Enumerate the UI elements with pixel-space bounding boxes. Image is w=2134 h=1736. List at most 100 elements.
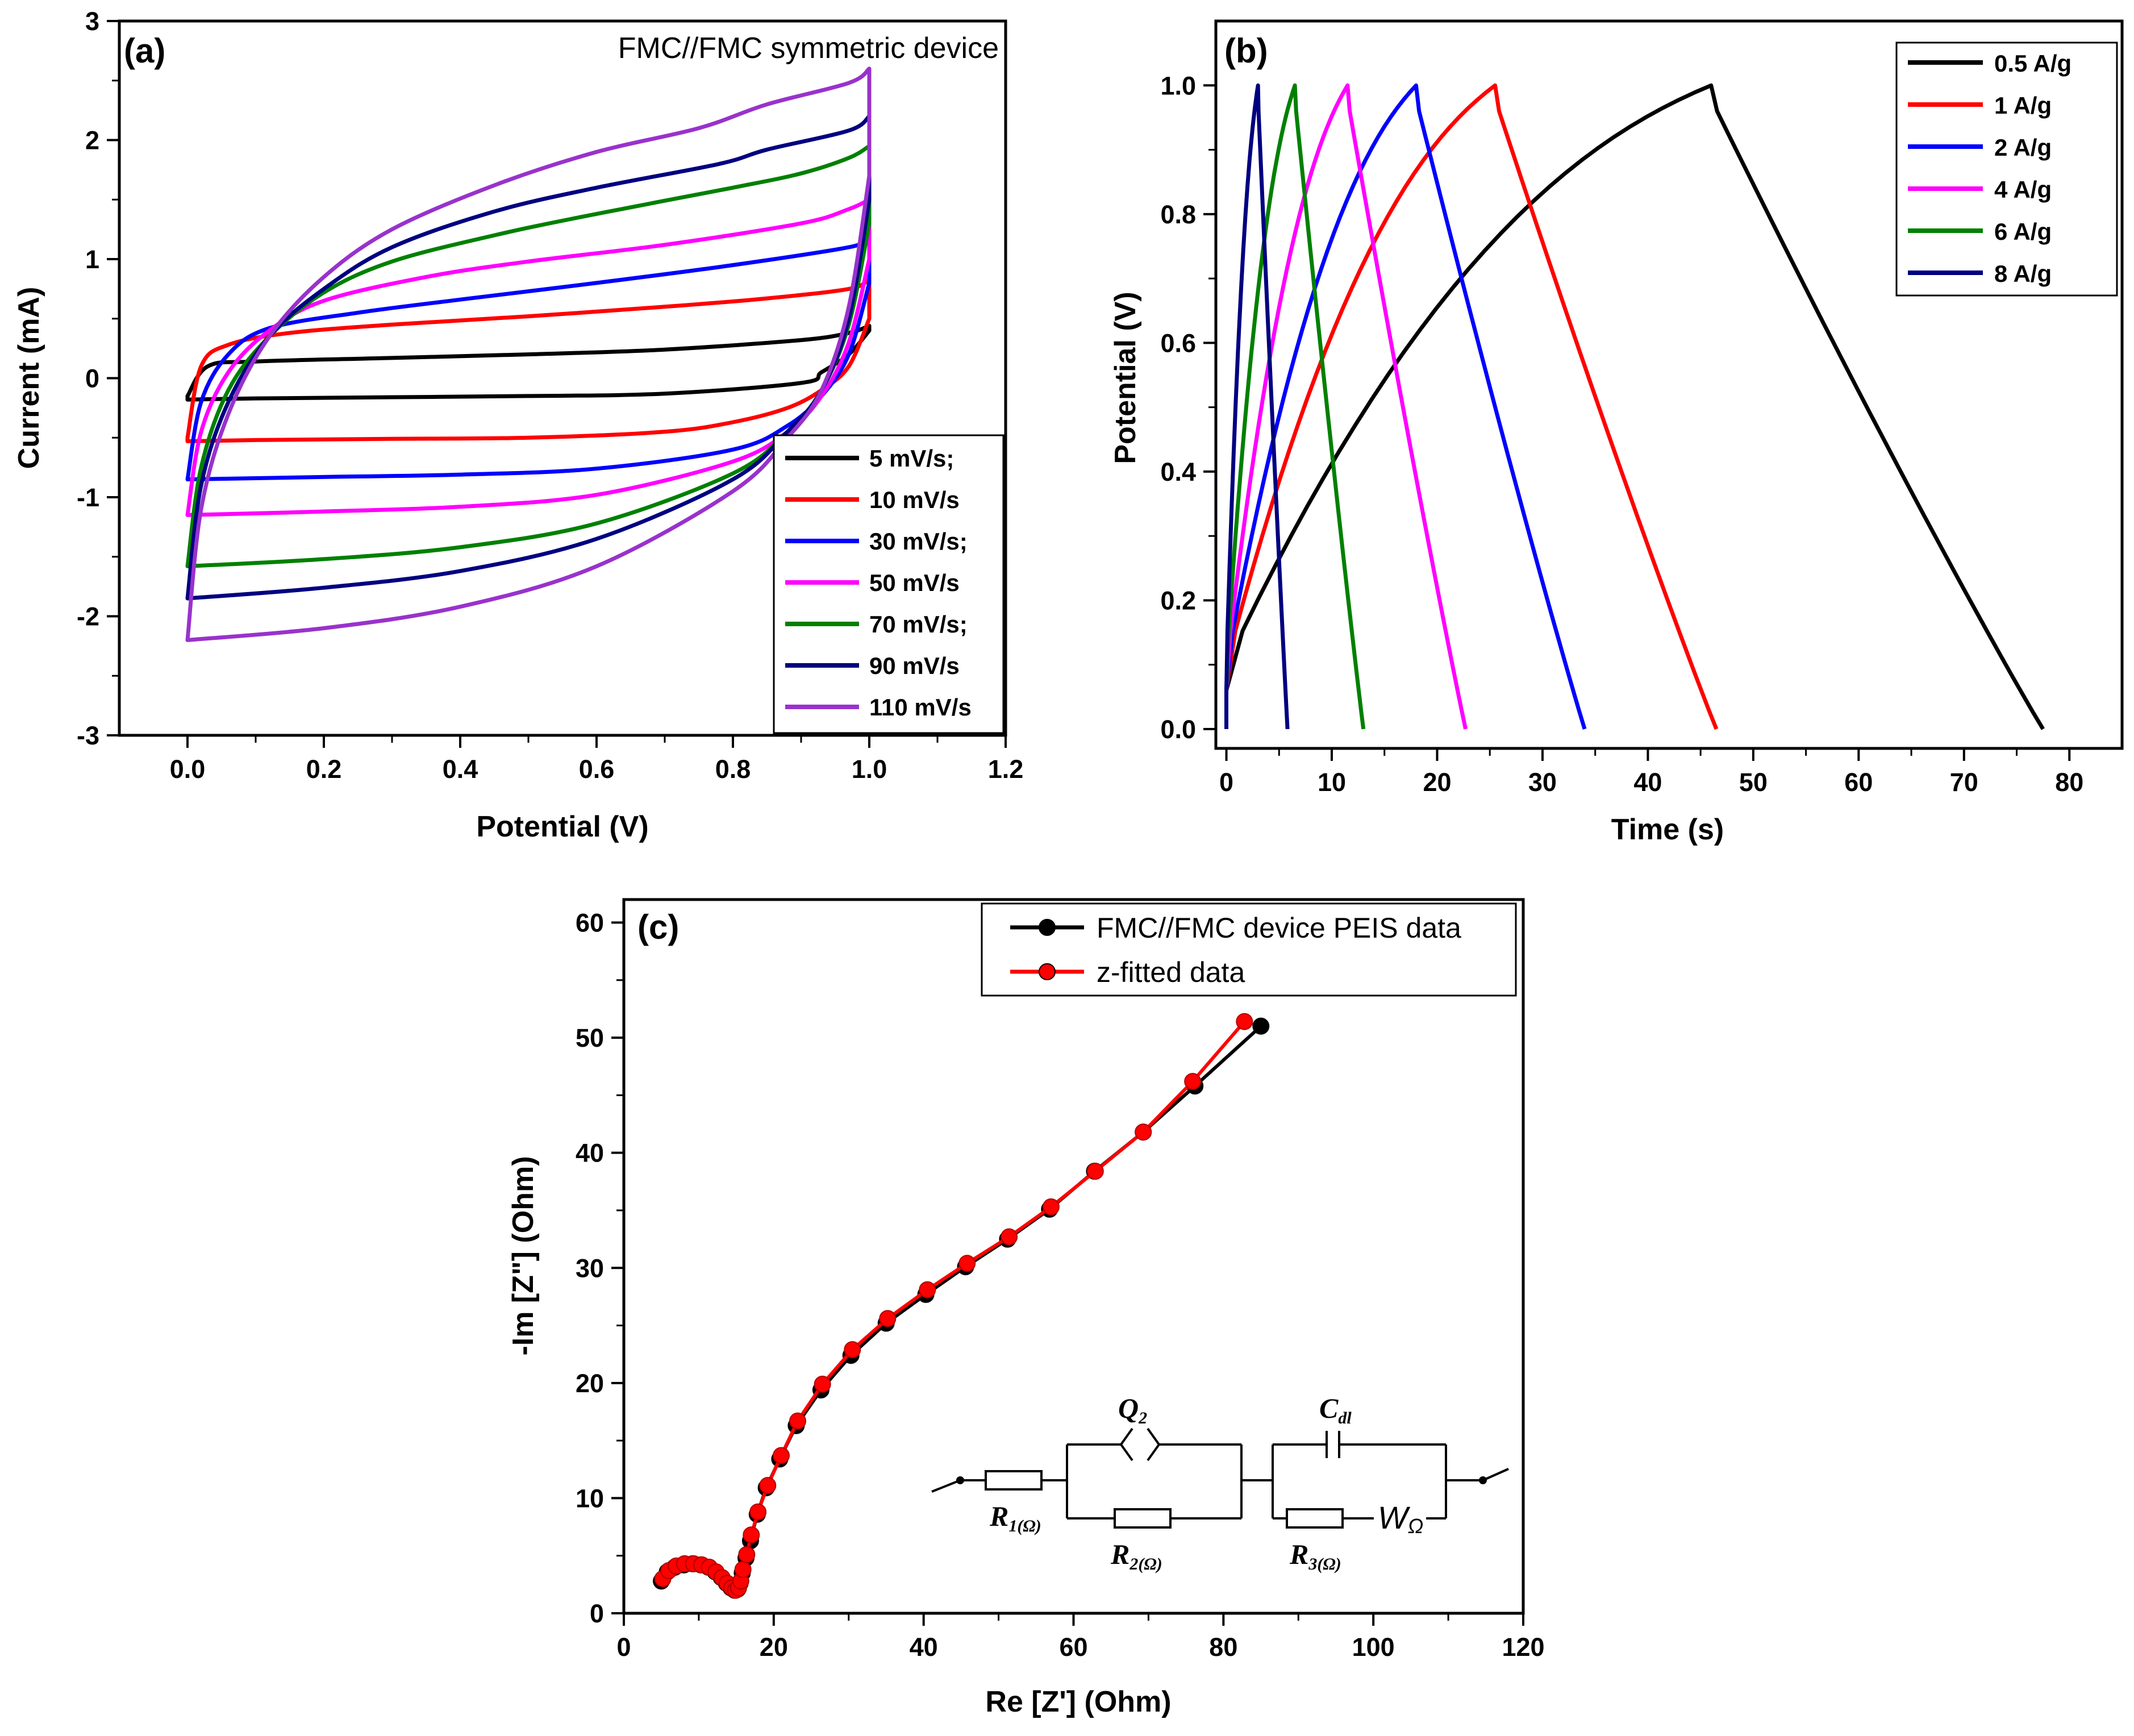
x-tick-label: 0.2 bbox=[306, 755, 342, 784]
x-tick-label: 60 bbox=[1844, 768, 1873, 797]
gcd-curve-1-a-g bbox=[1224, 83, 1719, 730]
panel-c-ticks: 0 20 40 60 80 100 120 0 10 20 30 40 50 60 bbox=[576, 909, 1545, 1662]
nyquist-point bbox=[738, 1546, 756, 1563]
legend-label: 6 A/g bbox=[1994, 218, 2052, 245]
x-tick-label: 20 bbox=[760, 1633, 788, 1662]
panel-c-x-axis-label: Re [Z'] (Ohm) bbox=[985, 1685, 1171, 1718]
circuit-resistor-r3 bbox=[1286, 1508, 1344, 1529]
cv-loop-5-mv-s bbox=[185, 323, 872, 402]
legend-label: 30 mV/s; bbox=[869, 528, 968, 555]
gcd-curve-8-a-g bbox=[1224, 83, 1290, 730]
x-tick-label: 0.8 bbox=[715, 755, 751, 784]
gcd-curve-4-a-g bbox=[1224, 83, 1468, 730]
x-tick-label: 80 bbox=[1209, 1633, 1237, 1662]
panel-b-plot-frame bbox=[1214, 19, 2124, 750]
circuit-resistor-r2 bbox=[1114, 1508, 1172, 1529]
panel-a-legend: 5 mV/s; 10 mV/s 30 mV/s; 50 mV/s 70 mV/s; 90 … bbox=[773, 434, 1005, 734]
legend-marker bbox=[1039, 963, 1056, 980]
panel-a-label: (a) bbox=[124, 32, 165, 70]
circuit-label-q2: Q2 bbox=[1118, 1392, 1147, 1427]
panel-a-x-axis-label: Potential (V) bbox=[476, 810, 648, 843]
nyquist-point bbox=[844, 1341, 861, 1359]
panel-b-legend-entries: 0.5 A/g 1 A/g 2 A/g 4 A/g 6 A/g 8 A/g bbox=[1908, 50, 2072, 287]
x-tick-label: 40 bbox=[1633, 768, 1662, 797]
legend-marker bbox=[1039, 919, 1056, 936]
nyquist-point bbox=[1236, 1013, 1253, 1030]
gcd-curve-6-a-g bbox=[1224, 83, 1366, 730]
nyquist-point bbox=[1042, 1198, 1060, 1215]
legend-label: 0.5 A/g bbox=[1994, 50, 2072, 77]
legend-label: 90 mV/s bbox=[869, 652, 960, 679]
nyquist-point bbox=[1135, 1123, 1152, 1141]
x-tick-label: 1.0 bbox=[852, 755, 887, 784]
x-tick-label: 100 bbox=[1352, 1633, 1395, 1662]
y-tick-label: 0 bbox=[590, 1599, 604, 1628]
x-tick-label: 40 bbox=[910, 1633, 938, 1662]
nyquist-line-z-fitted-data bbox=[661, 1020, 1246, 1592]
x-tick-label: 50 bbox=[1739, 768, 1768, 797]
y-tick-label: 0 bbox=[85, 364, 99, 393]
x-tick-label: 0.0 bbox=[170, 755, 206, 784]
x-tick-label: 0.4 bbox=[443, 755, 478, 784]
cv-loop-90-mv-s bbox=[185, 114, 872, 601]
nyquist-point bbox=[789, 1412, 806, 1430]
nyquist-point bbox=[743, 1526, 760, 1544]
circuit-cpe-q2 bbox=[1119, 1427, 1161, 1462]
y-tick-label: 0.4 bbox=[1160, 457, 1196, 486]
panel-b-ticks: 0 10 20 30 40 50 60 70 80 0.0 0.2 0.4 0.6 0.8 1.0 bbox=[1160, 71, 2083, 797]
panel-a: 0.0 0.2 0.4 0.6 0.8 1.0 1.2 -3 -2 -1 0 1 2 3 (a) FMC/… bbox=[12, 7, 1023, 843]
cv-loop-50-mv-s bbox=[185, 197, 872, 517]
y-tick-label: 0.2 bbox=[1160, 586, 1196, 615]
nyquist-point bbox=[1184, 1073, 1202, 1090]
legend-label: FMC//FMC device PEIS data bbox=[1097, 912, 1461, 944]
panel-a-annotation: FMC//FMC symmetric device bbox=[618, 32, 999, 65]
panel-b-legend-box bbox=[1895, 41, 2118, 297]
x-tick-label: 1.2 bbox=[988, 755, 1024, 784]
x-tick-label: 70 bbox=[1950, 768, 1978, 797]
legend-label: 10 mV/s bbox=[869, 486, 960, 513]
y-tick-label: -2 bbox=[77, 602, 99, 631]
y-tick-label: 0.6 bbox=[1160, 328, 1196, 357]
y-tick-label: 20 bbox=[576, 1369, 604, 1398]
legend-label: 50 mV/s bbox=[869, 569, 960, 596]
nyquist-point bbox=[759, 1477, 777, 1494]
nyquist-point bbox=[814, 1375, 831, 1393]
y-tick-label: 10 bbox=[576, 1484, 604, 1513]
x-tick-label: 80 bbox=[2055, 768, 2083, 797]
circuit-label-r2: R2(Ω) bbox=[1110, 1538, 1162, 1573]
nyquist-point bbox=[734, 1561, 752, 1578]
panel-b-x-axis-label: Time (s) bbox=[1611, 813, 1724, 846]
nyquist-point bbox=[1252, 1017, 1270, 1035]
y-tick-label: 1 bbox=[85, 245, 99, 274]
legend-label: 4 A/g bbox=[1994, 176, 2052, 203]
y-tick-label: 2 bbox=[85, 126, 99, 155]
x-tick-label: 0 bbox=[1219, 768, 1233, 797]
circuit-wire bbox=[931, 1479, 961, 1493]
circuit-label-cdl: Cdl bbox=[1319, 1392, 1352, 1427]
y-tick-label: 1.0 bbox=[1160, 71, 1196, 100]
y-tick-label: 60 bbox=[576, 909, 604, 938]
panel-a-ticks: 0.0 0.2 0.4 0.6 0.8 1.0 1.2 -3 -2 -1 0 1 2 3 bbox=[77, 7, 1023, 784]
nyquist-point bbox=[879, 1310, 897, 1327]
x-tick-label: 20 bbox=[1423, 768, 1451, 797]
legend-label: 70 mV/s; bbox=[869, 611, 968, 638]
legend-label: 8 A/g bbox=[1994, 260, 2052, 287]
panel-a-y-axis-label: Current (mA) bbox=[12, 287, 45, 469]
y-tick-label: 30 bbox=[576, 1254, 604, 1283]
panel-c-label: (c) bbox=[637, 908, 679, 946]
nyquist-line-fmc-fmc-device-peis-data bbox=[660, 1025, 1262, 1592]
x-tick-label: 60 bbox=[1059, 1633, 1087, 1662]
x-tick-label: 30 bbox=[1528, 768, 1557, 797]
panel-b-label: (b) bbox=[1224, 32, 1268, 70]
gcd-curve-0-5-a-g bbox=[1224, 83, 2045, 730]
panel-c-y-axis-label: -Im [Z"] (Ohm) bbox=[507, 1156, 540, 1355]
legend-label: 2 A/g bbox=[1994, 134, 2052, 161]
panel-c-legend-box bbox=[981, 902, 1517, 997]
legend-label: z-fitted data bbox=[1097, 956, 1245, 988]
circuit-wire bbox=[1482, 1468, 1509, 1481]
nyquist-point bbox=[1086, 1163, 1104, 1180]
equivalent-circuit bbox=[931, 1427, 1509, 1529]
circuit-label-r1: R1(Ω) bbox=[989, 1500, 1041, 1535]
panel-c-legend-entries: FMC//FMC device PEIS data z-fitted data bbox=[1010, 912, 1461, 988]
